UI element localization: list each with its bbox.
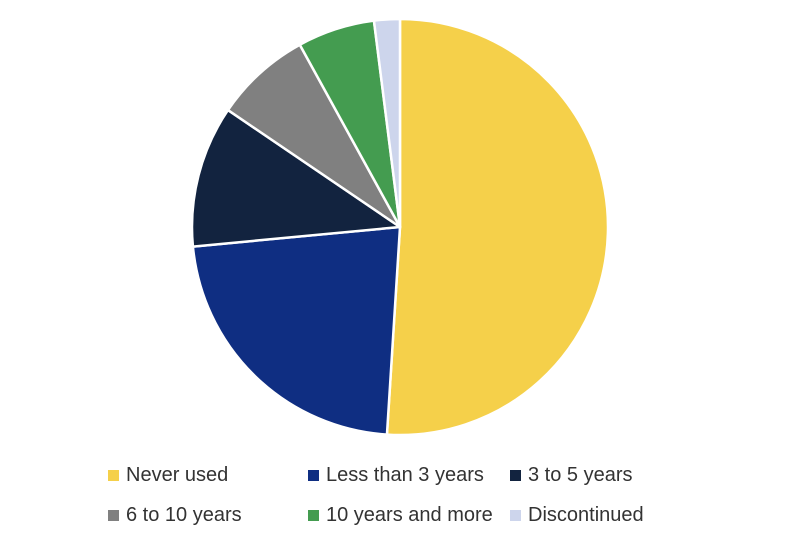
legend-swatch-3-to-5-years <box>510 470 521 481</box>
legend-item-less-than-3-years: Less than 3 years <box>308 464 484 487</box>
legend-item-never-used: Never used <box>108 464 228 487</box>
legend-item-6-to-10-years: 6 to 10 years <box>108 504 242 527</box>
legend-item-10-years-and-more: 10 years and more <box>308 504 493 527</box>
legend-item-discontinued: Discontinued <box>510 504 644 527</box>
legend-swatch-less-than-3-years <box>308 470 319 481</box>
pie-slice-never-used <box>385 17 610 437</box>
pie-slice-discontinued <box>372 17 402 229</box>
legend-swatch-never-used <box>108 470 119 481</box>
legend-label-6-to-10-years: 6 to 10 years <box>126 504 242 526</box>
legend-label-less-than-3-years: Less than 3 years <box>326 464 484 486</box>
legend-label-3-to-5-years: 3 to 5 years <box>528 464 633 486</box>
pie-plot-area <box>190 17 610 437</box>
legend-label-discontinued: Discontinued <box>528 504 644 526</box>
pie-slice-6-to-10-years <box>226 43 402 229</box>
legend-label-10-years-and-more: 10 years and more <box>326 504 493 526</box>
pie-slice-3-to-5-years <box>190 108 402 248</box>
legend-label-never-used: Never used <box>126 464 229 486</box>
legend-item-3-to-5-years: 3 to 5 years <box>510 464 633 487</box>
legend-swatch-6-to-10-years <box>108 510 119 521</box>
pie-slice-less-than-3-years <box>191 225 402 436</box>
legend-swatch-10-years-and-more <box>308 510 319 521</box>
legend-swatch-discontinued <box>510 510 521 521</box>
